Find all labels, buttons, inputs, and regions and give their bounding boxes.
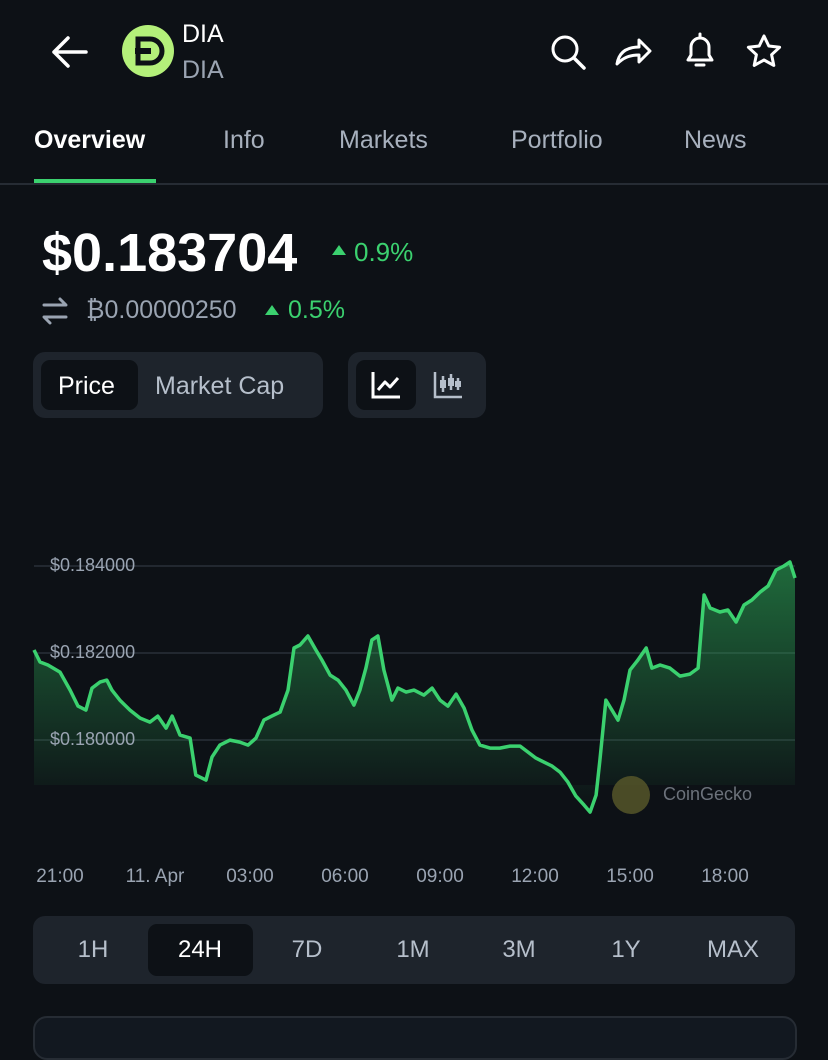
tab[interactable]: Overview (34, 126, 146, 154)
up-arrow (332, 245, 346, 255)
y-tick-label: $0.180000 (50, 729, 135, 749)
y-tick-label: $0.184000 (50, 555, 135, 575)
price-change: 0.9% (354, 237, 414, 267)
watermark-logo (612, 776, 650, 814)
toggle-option[interactable]: Price (58, 372, 115, 400)
btc-change: 0.5% (288, 296, 345, 324)
convert-icon (42, 297, 68, 325)
x-tick-label: 15:00 (606, 866, 654, 887)
tab[interactable]: Portfolio (511, 126, 603, 154)
candle-chart-icon[interactable] (432, 370, 464, 400)
screen: DIA DIA Overview Info Markets Portfolio … (0, 20, 828, 1060)
timeframe[interactable]: 24H (177, 936, 223, 963)
tab[interactable]: Markets (339, 126, 428, 154)
price: $0.183704 (42, 223, 298, 283)
x-tick-label: 09:00 (416, 866, 464, 887)
divider (0, 183, 828, 185)
x-tick-label: 18:00 (701, 866, 749, 887)
timeframe[interactable]: 1M (396, 936, 430, 963)
search-icon[interactable] (548, 32, 588, 72)
tab[interactable]: Info (223, 126, 265, 154)
area (34, 562, 795, 813)
toggle-option[interactable]: Market Cap (155, 372, 285, 400)
line-chart-icon[interactable] (370, 370, 402, 400)
x-tick-label: 03:00 (226, 866, 274, 887)
price-line (32, 560, 797, 814)
up-arrow (265, 305, 279, 315)
toggle-selected (41, 360, 138, 410)
timeframe-selected (148, 924, 253, 976)
timeframe[interactable]: 1Y (611, 936, 641, 963)
tab[interactable]: News (684, 126, 747, 154)
btc-price: ₿0.00000250 (86, 296, 237, 324)
x-tick-label: 12:00 (511, 866, 559, 887)
timeframe[interactable]: 3M (502, 936, 536, 963)
timeframe[interactable]: 1H (77, 936, 109, 963)
price-chart: CoinGecko $0.184000 $0.182000 $0.180000 21:… (32, 555, 797, 887)
favorite-icon[interactable] (744, 32, 784, 72)
tab-indicator (34, 179, 156, 183)
y-tick-label: $0.182000 (50, 642, 135, 662)
share-icon[interactable] (613, 32, 653, 72)
coin-symbol: DIA (182, 56, 224, 84)
x-tick-label: 21:00 (36, 866, 84, 887)
watermark: CoinGecko (663, 784, 752, 804)
x-tick-label: 06:00 (321, 866, 369, 887)
timeframe[interactable]: 7D (291, 936, 323, 963)
coin-name: DIA (182, 20, 224, 48)
x-tick-label: 11. Apr (126, 866, 185, 887)
stats-card (33, 1016, 797, 1060)
back-button[interactable] (48, 32, 90, 72)
alert-icon[interactable] (680, 30, 720, 72)
timeframe[interactable]: MAX (706, 936, 759, 963)
coin-logo (122, 25, 174, 77)
